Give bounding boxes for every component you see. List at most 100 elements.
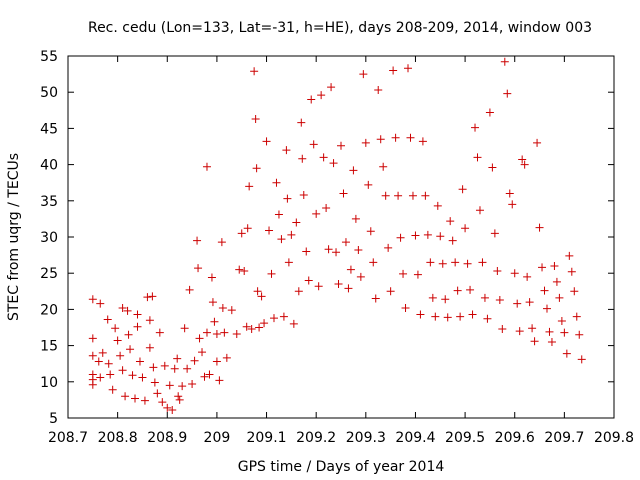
data-point [126,345,135,354]
y-tick-label: 45 [40,121,58,137]
data-point [299,191,308,200]
data-point [513,299,522,308]
data-point [88,351,97,360]
data-point [391,133,400,142]
data-point [446,217,455,226]
data-point [193,236,202,245]
data-point [369,258,378,267]
y-axis-ticks: 5 10 15 20 25 30 35 40 45 50 55 [40,49,614,427]
data-point [411,231,420,240]
data-point [458,185,467,194]
data-point [240,267,249,276]
data-point [433,201,442,210]
data-point [252,164,261,173]
data-point [247,324,256,333]
data-point [334,280,343,289]
data-points [88,57,586,415]
data-point [399,269,408,278]
data-point [413,270,422,279]
data-point [98,348,107,357]
data-point [490,229,499,238]
data-point [88,295,97,304]
y-tick-label: 25 [40,266,58,282]
data-point [307,95,316,104]
data-point [133,322,142,331]
data-point [194,264,203,273]
data-point [364,180,373,189]
data-point [245,182,254,191]
data-point [351,214,360,223]
data-point [346,265,355,274]
data-point [530,337,539,346]
data-point [500,57,509,66]
data-point [135,357,144,366]
data-point [128,371,137,380]
data-point [436,232,445,241]
data-point [379,162,388,171]
data-point [423,230,432,239]
data-point [267,269,276,278]
data-point [251,114,260,123]
data-point [185,285,194,294]
data-point [287,230,296,239]
data-point [515,327,524,336]
data-point [108,385,117,394]
data-point [396,233,405,242]
data-point [408,191,417,200]
data-point [389,66,398,75]
data-point [557,316,566,325]
data-point [570,287,579,296]
data-point [577,355,586,364]
data-point [277,235,286,244]
x-tick-label: 209.1 [246,430,286,446]
data-point [262,137,271,146]
y-tick-label: 15 [40,339,58,355]
data-point [220,328,229,337]
data-point [356,272,365,281]
data-point [448,236,457,245]
data-point [149,363,158,372]
data-point [542,304,551,313]
data-point [210,317,219,326]
data-point [215,376,224,385]
data-point [218,303,227,312]
data-point [170,364,179,373]
data-point [298,154,307,163]
y-tick-label: 20 [40,302,58,318]
data-point [174,392,183,401]
data-point [518,155,527,164]
data-point [150,378,159,387]
data-point [394,191,403,200]
data-point [138,373,147,382]
y-tick-label: 5 [49,411,58,427]
data-point [133,310,142,319]
data-point [461,224,470,233]
y-tick-label: 35 [40,194,58,210]
data-point [428,293,437,302]
data-point [426,258,435,267]
data-point [341,238,350,247]
data-point [202,328,211,337]
data-point [183,364,192,373]
data-point [485,108,494,117]
data-point [337,141,345,150]
data-point [257,292,266,301]
data-point [329,159,338,168]
data-point [265,226,274,235]
data-point [274,210,283,219]
data-point [528,324,537,333]
data-point [292,218,301,227]
data-point [451,258,460,267]
data-point [237,229,246,238]
data-point [550,261,559,270]
data-point [552,277,561,286]
data-point [282,146,291,155]
data-point [88,334,97,343]
data-point [124,330,133,339]
data-point [235,265,244,274]
data-point [547,337,556,346]
data-point [111,324,120,333]
data-point [540,286,549,295]
data-point [118,303,127,312]
data-point [361,138,370,147]
